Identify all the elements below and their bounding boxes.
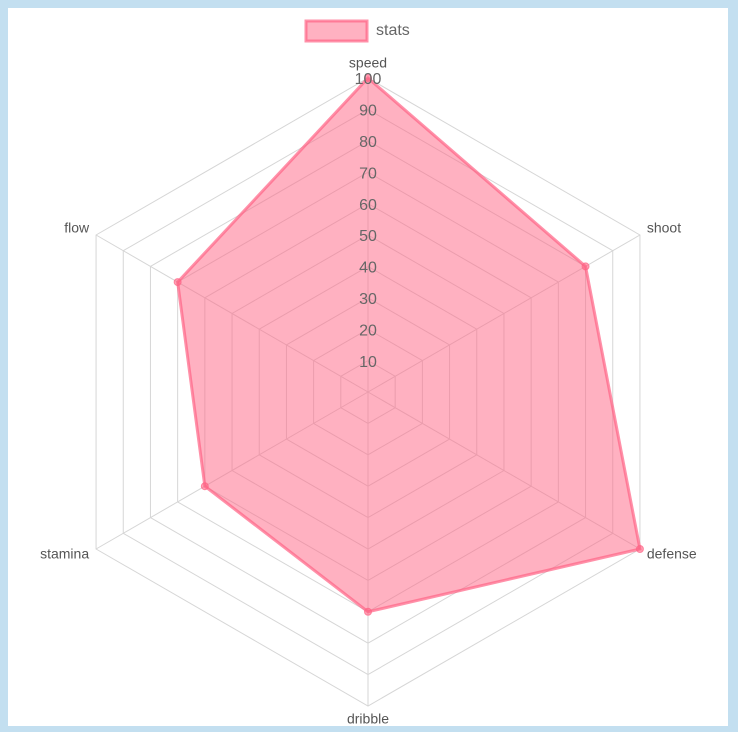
- legend-swatch: [304, 19, 369, 43]
- data-point: [635, 545, 644, 553]
- tick-label: 60: [359, 197, 377, 214]
- tick-label: 10: [359, 354, 377, 371]
- tick-label: 50: [359, 228, 377, 245]
- data-point: [364, 74, 372, 82]
- tick-label: 40: [359, 260, 377, 277]
- grid-ring: [122, 108, 614, 676]
- legend-label: stats: [376, 22, 410, 39]
- data-point: [364, 607, 372, 616]
- tick-label: 100: [355, 71, 382, 88]
- tick-label: 90: [359, 103, 377, 120]
- category-label: stamina: [40, 546, 89, 562]
- category-label: defense: [647, 546, 697, 562]
- tick-label: 70: [359, 165, 377, 182]
- tick-label: 30: [359, 291, 377, 308]
- data-point: [200, 482, 209, 491]
- data-point: [173, 278, 182, 287]
- tick-label: 20: [359, 322, 377, 339]
- tick-label: 80: [359, 134, 377, 151]
- grid-ring: [95, 77, 641, 707]
- category-label: dribble: [347, 711, 389, 727]
- category-label: flow: [64, 220, 90, 236]
- category-label: shoot: [647, 220, 681, 236]
- data-point: [581, 262, 590, 271]
- category-label: speed: [349, 55, 387, 71]
